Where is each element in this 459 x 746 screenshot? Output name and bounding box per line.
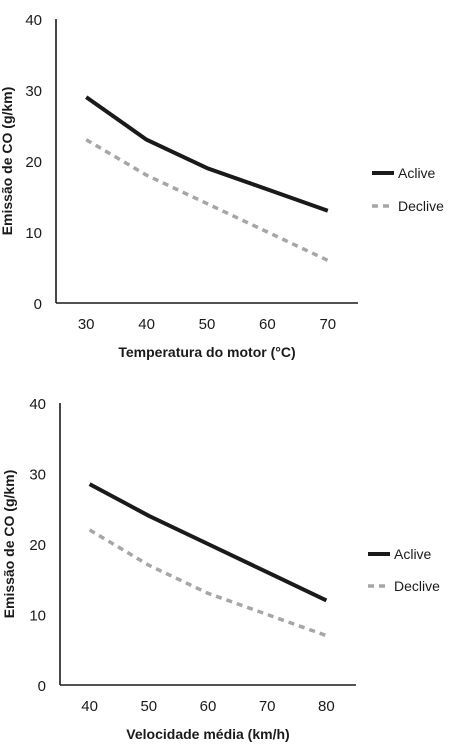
x-axis-title: Temperatura do motor (°C): [118, 344, 295, 360]
y-tick-label: 30: [25, 83, 42, 100]
legend-label-declive: Declive: [394, 578, 440, 594]
chart-speed: 0 10 20 30 40 40 50 60 70 80 Velocidade média (km/…: [0, 372, 459, 746]
legend-label-aclive: Aclive: [398, 165, 436, 181]
y-tick-label: 20: [25, 154, 42, 171]
y-tick-label: 10: [25, 225, 42, 242]
chart-temperature: 0 10 20 30 40 30 40 50 60 70 Temperatura do motor …: [0, 0, 459, 372]
x-tick-label: 30: [78, 316, 95, 333]
x-tick-label: 60: [259, 316, 276, 333]
x-tick-label: 70: [259, 698, 276, 715]
y-axis-title: Emissão de CO (g/km): [0, 87, 15, 236]
y-tick-label: 40: [25, 12, 42, 29]
y-tick-label: 40: [29, 396, 46, 413]
y-tick-label: 10: [29, 608, 46, 625]
series-line-declive: [88, 528, 327, 638]
legend-label-declive: Declive: [398, 198, 444, 214]
series-line-aclive: [85, 95, 329, 213]
x-axis-title: Velocidade média (km/h): [126, 726, 289, 742]
series-line-aclive: [88, 482, 328, 603]
series-line-declive: [85, 138, 329, 262]
x-tick-label: 80: [318, 698, 335, 715]
x-tick-label: 50: [140, 698, 157, 715]
y-tick-label: 0: [34, 296, 42, 313]
y-tick-label: 20: [29, 537, 46, 554]
y-axis-title: Emissão de CO (g/km): [1, 470, 17, 619]
y-tick-label: 0: [38, 678, 46, 695]
legend-label-aclive: Aclive: [394, 546, 432, 562]
x-tick-label: 40: [138, 316, 155, 333]
chart-speed-svg: 0 10 20 30 40 40 50 60 70 80 Velocidade média (km/…: [1, 396, 440, 742]
x-tick-label: 60: [200, 698, 217, 715]
x-tick-label: 70: [319, 316, 336, 333]
x-tick-label: 50: [199, 316, 216, 333]
y-tick-label: 30: [29, 467, 46, 484]
x-tick-label: 40: [81, 698, 98, 715]
chart-temperature-svg: 0 10 20 30 40 30 40 50 60 70 Temperatura do motor …: [0, 12, 444, 360]
